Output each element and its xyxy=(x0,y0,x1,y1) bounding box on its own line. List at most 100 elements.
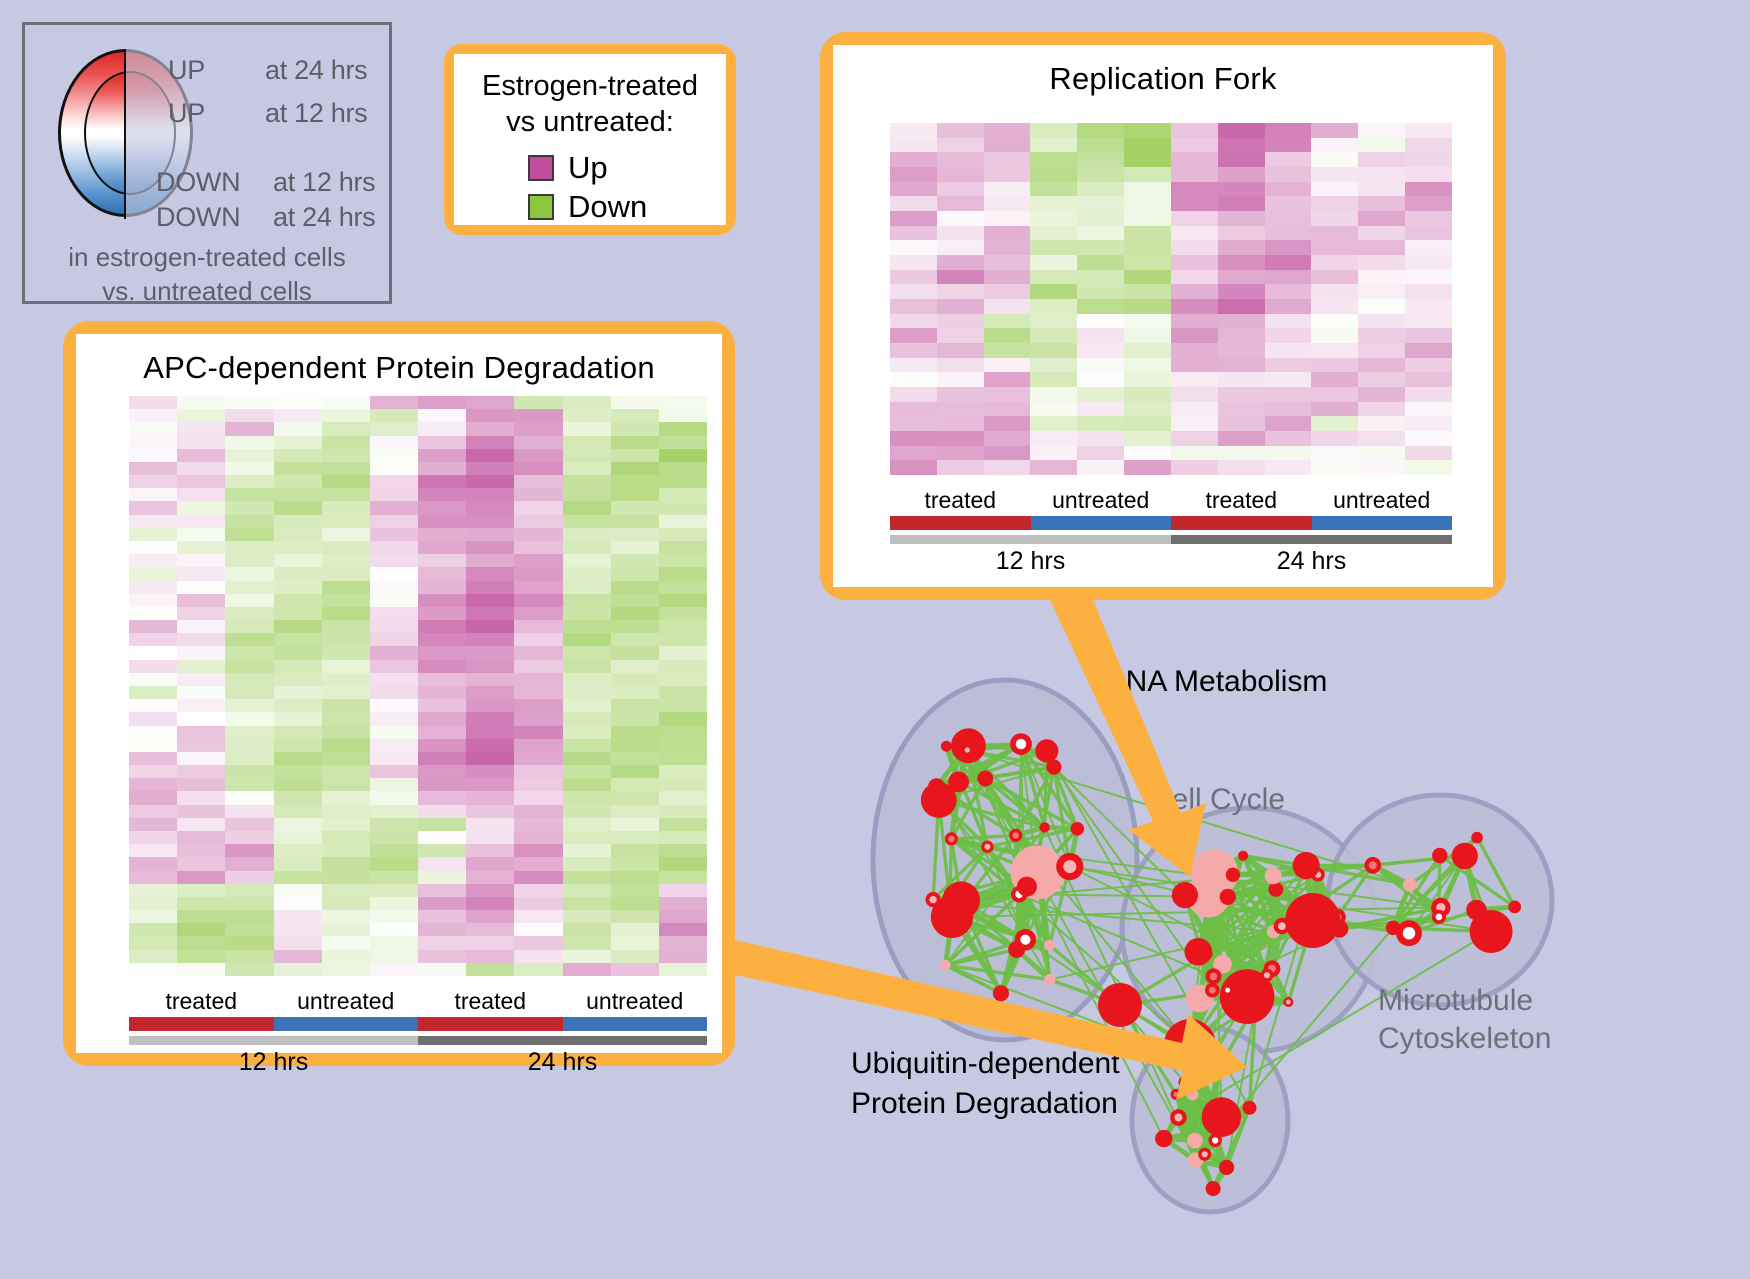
heatmap-cell xyxy=(129,554,178,568)
heatmap-cell xyxy=(177,448,226,462)
heatmap-cell xyxy=(1030,269,1078,285)
heatmap-cell xyxy=(1358,255,1406,270)
heatmap-cell xyxy=(273,896,322,911)
heatmap-cell xyxy=(321,699,370,713)
heatmap-cell xyxy=(514,765,563,779)
heatmap-cell xyxy=(177,593,226,607)
heatmap-cell xyxy=(936,152,984,167)
heatmap-cell xyxy=(1030,196,1078,211)
heatmap-cell xyxy=(321,527,370,541)
heatmap-cell xyxy=(321,751,370,766)
heatmap-cell xyxy=(273,606,322,621)
heatmap-cell xyxy=(658,593,707,607)
heatmap-cell xyxy=(273,857,322,871)
heatmap-cell xyxy=(610,883,659,897)
heatmap-cell xyxy=(225,620,274,634)
heatmap-cell xyxy=(1358,416,1406,431)
heatmap-cell xyxy=(1217,431,1265,446)
heatmap-cell xyxy=(369,448,418,462)
heatmap-cell xyxy=(514,554,563,568)
heatmap-cell xyxy=(177,738,226,752)
heatmap-cell xyxy=(983,167,1031,182)
heatmap-cell xyxy=(225,725,274,739)
heatmap-cell xyxy=(1170,416,1218,431)
heatmap-cell xyxy=(129,448,178,462)
heatmap-cell xyxy=(1405,225,1452,241)
heatmap-cell xyxy=(129,712,178,726)
heatmap-cell xyxy=(1124,401,1171,417)
heatmap-cell xyxy=(225,883,274,897)
heatmap-cell xyxy=(418,949,467,963)
heatmap-cell xyxy=(418,844,467,858)
heatmap-cell xyxy=(369,751,418,766)
heatmap-cell xyxy=(466,949,515,963)
heatmap-cell xyxy=(1077,255,1125,270)
heatmap-cell xyxy=(1170,225,1218,241)
heatmap-cell xyxy=(1358,445,1406,461)
heatmap-cell xyxy=(658,896,707,911)
heatmap-cell xyxy=(273,422,322,436)
heatmap-cell xyxy=(514,593,563,607)
heatmap-cell xyxy=(177,778,226,792)
heatmap-cell xyxy=(1124,137,1171,153)
heatmap-cell xyxy=(466,659,515,673)
heatmap-cell xyxy=(273,475,322,489)
key-label-up: Up xyxy=(568,149,608,185)
heatmap-cell xyxy=(514,501,563,515)
heatmap-cell xyxy=(129,475,178,489)
apc-time-labels: 12 hrs 24 hrs xyxy=(129,1048,707,1077)
heatmap-cell xyxy=(321,712,370,726)
heatmap-cell xyxy=(129,422,178,436)
heatmap-cell xyxy=(321,593,370,607)
heatmap-cell xyxy=(1405,269,1452,285)
heatmap-cell xyxy=(177,422,226,436)
apc-group-label-2: treated xyxy=(454,988,527,1014)
heatmap-cell xyxy=(1124,445,1171,461)
heatmap-cell xyxy=(1077,313,1125,329)
heatmap-cell xyxy=(418,593,467,607)
heatmap-cell xyxy=(369,672,418,686)
heatmap-cell xyxy=(225,896,274,911)
heatmap-cell xyxy=(1217,167,1265,182)
heatmap-cell xyxy=(514,751,563,766)
colour-wheel-legend: UP at 24 hrs UP at 12 hrs DOWN at 12 hrs… xyxy=(22,22,392,306)
heatmap-cell xyxy=(514,883,563,897)
heatmap-cell xyxy=(1124,269,1171,285)
heatmap-cell xyxy=(1405,313,1452,329)
rf-group-label-1: untreated xyxy=(1052,487,1150,513)
heatmap-cell xyxy=(610,685,659,700)
heatmap-cell xyxy=(1030,225,1078,241)
heatmap-cell xyxy=(562,804,611,818)
heatmap-cell xyxy=(1311,401,1359,417)
heatmap-cell xyxy=(610,567,659,581)
heatmap-cell xyxy=(936,240,984,255)
heatmap-cell xyxy=(273,765,322,779)
heatmap-cell xyxy=(466,896,515,911)
heatmap-cell xyxy=(658,685,707,700)
heatmap-cell xyxy=(466,540,515,555)
heatmap-cell xyxy=(418,804,467,818)
heatmap-cell xyxy=(658,646,707,660)
heatmap-cell xyxy=(1077,225,1125,241)
heatmap-cell xyxy=(890,460,937,475)
heatmap-cell xyxy=(466,751,515,766)
heatmap-cell xyxy=(273,527,322,541)
heatmap-cell xyxy=(936,196,984,211)
heatmap-cell xyxy=(1030,372,1078,387)
heatmap-cell xyxy=(658,659,707,673)
heatmap-cell xyxy=(418,620,467,634)
wheel-label-down-12: DOWN xyxy=(156,167,241,197)
heatmap-cell xyxy=(1030,255,1078,270)
heatmap-cell xyxy=(1405,357,1452,373)
heatmap-cell xyxy=(369,699,418,713)
heatmap-cell xyxy=(1124,313,1171,329)
heatmap-apc-degradation xyxy=(129,396,707,976)
heatmap-cell xyxy=(418,488,467,502)
heatmap-cell xyxy=(1217,313,1265,329)
heatmap-cell xyxy=(1124,225,1171,241)
heatmap-cell xyxy=(466,422,515,436)
heatmap-cell xyxy=(129,751,178,766)
heatmap-cell xyxy=(562,646,611,660)
heatmap-cell xyxy=(369,923,418,937)
heatmap-cell xyxy=(321,501,370,515)
